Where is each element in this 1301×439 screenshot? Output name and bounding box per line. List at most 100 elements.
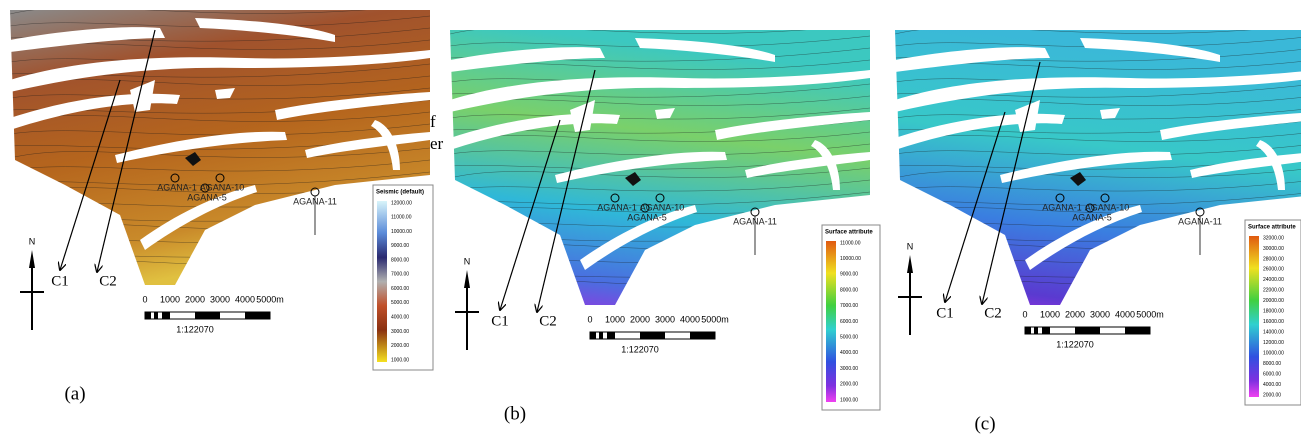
legend-label: 4000.00 — [840, 350, 858, 356]
legend-label: 8000.00 — [1263, 361, 1281, 367]
contour-line — [450, 276, 870, 286]
legend-title: Seismic (default) — [376, 190, 424, 196]
scale-tick-label: 0 — [1022, 309, 1027, 319]
legend-label: 10000.00 — [391, 229, 412, 235]
scale-bar-segment — [690, 332, 715, 339]
well-label: AGANA-1 — [157, 182, 197, 192]
scale-tick-label: 4000 — [1115, 309, 1135, 319]
panel-label: (a) — [64, 383, 85, 404]
north-arrow — [464, 270, 470, 350]
map — [10, 4, 430, 285]
scale-tick-label: 4000 — [235, 294, 255, 304]
scale-ratio: 1:122070 — [621, 344, 659, 354]
scale-bar-segment — [599, 332, 603, 339]
legend-label: 4000.00 — [391, 315, 409, 321]
legend-label: 11000.00 — [391, 215, 412, 221]
map — [895, 24, 1301, 305]
legend-label: 10000.00 — [1263, 350, 1284, 356]
legend-label: 7000.00 — [391, 272, 409, 278]
legend-label: 3000.00 — [840, 366, 858, 372]
legend-label: 8000.00 — [840, 287, 858, 293]
scale-tick-label: 5000m — [1136, 309, 1164, 319]
scale-tick-label: 1000 — [1040, 309, 1060, 319]
scale-tick-label: 3000 — [655, 314, 675, 324]
scale-bar-segment — [195, 312, 220, 319]
legend-label: 6000.00 — [391, 286, 409, 292]
well-label: AGANA-10 — [1085, 202, 1130, 212]
legend-label: 26000.00 — [1263, 267, 1284, 273]
scale-ratio: 1:122070 — [176, 324, 214, 334]
north-label: N — [464, 256, 471, 266]
scale-bar-segment — [640, 332, 665, 339]
legend-label: 1000.00 — [391, 357, 409, 363]
legend-label: 12000.00 — [391, 200, 412, 206]
scale-bar-segment — [154, 312, 158, 319]
legend-label: 3000.00 — [391, 329, 409, 335]
legend-label: 32000.00 — [1263, 235, 1284, 241]
well-label: AGANA-10 — [200, 182, 245, 192]
scale-tick-label: 3000 — [210, 294, 230, 304]
legend-label: 28000.00 — [1263, 256, 1284, 262]
scale-bar-segment — [1075, 327, 1100, 334]
scale-bar-segment — [1042, 327, 1050, 334]
legend-title: Surface attribute — [1248, 225, 1296, 231]
text-fragment: f — [430, 112, 436, 131]
legend-label: 5000.00 — [391, 300, 409, 306]
scale-bar-segment — [1125, 327, 1150, 334]
legend-colorbar — [377, 201, 387, 362]
legend-label: 6000.00 — [840, 319, 858, 325]
well-label: AGANA-10 — [640, 202, 685, 212]
panel-label: (b) — [504, 403, 526, 424]
section-label: C1 — [936, 305, 954, 321]
well-label: AGANA-1 — [1042, 202, 1082, 212]
legend-label: 2000.00 — [840, 382, 858, 388]
legend-label: 22000.00 — [1263, 288, 1284, 294]
legend-colorbar — [826, 241, 836, 402]
legend-title: Surface attribute — [825, 230, 873, 236]
legend-label: 1000.00 — [840, 397, 858, 403]
contour-line — [10, 244, 430, 257]
legend-label: 20000.00 — [1263, 298, 1284, 304]
legend-label: 8000.00 — [391, 257, 409, 263]
map — [450, 24, 870, 305]
legend-colorbar — [1249, 236, 1259, 397]
scale-bar-segment — [1025, 327, 1031, 334]
scale-bar-segment — [590, 332, 596, 339]
legend-label: 14000.00 — [1263, 330, 1284, 336]
scale-tick-label: 2000 — [630, 314, 650, 324]
legend-label: 10000.00 — [840, 256, 861, 262]
legend-label: 9000.00 — [391, 243, 409, 249]
well-label: AGANA-5 — [187, 192, 227, 202]
contour-line — [450, 252, 870, 263]
legend-label: 2000.00 — [1263, 392, 1281, 398]
scale-bar-segment — [162, 312, 170, 319]
scale-tick-label: 1000 — [605, 314, 625, 324]
scale-tick-label: 2000 — [1065, 309, 1085, 319]
legend-label: 2000.00 — [391, 343, 409, 349]
north-label: N — [29, 236, 36, 246]
contour-line — [895, 276, 1301, 286]
legend-label: 6000.00 — [1263, 371, 1281, 377]
scale-bar-segment — [245, 312, 270, 319]
scale-tick-label: 3000 — [1090, 309, 1110, 319]
section-label: C1 — [491, 313, 509, 329]
scale-tick-label: 1000 — [160, 294, 180, 304]
legend-label: 9000.00 — [840, 272, 858, 278]
contour-line — [10, 232, 430, 243]
legend-label: 30000.00 — [1263, 246, 1284, 252]
legend-label: 5000.00 — [840, 335, 858, 341]
scale-bar-segment — [1034, 327, 1038, 334]
scale-tick-label: 4000 — [680, 314, 700, 324]
section-label: C2 — [539, 313, 557, 329]
north-label: N — [907, 241, 914, 251]
legend-label: 4000.00 — [1263, 382, 1281, 388]
north-arrow — [907, 255, 913, 335]
well-label: AGANA-5 — [1072, 212, 1112, 222]
panel-label: (c) — [974, 413, 995, 434]
scale-tick-label: 5000m — [256, 294, 284, 304]
section-label: C2 — [99, 273, 117, 289]
scale-bar-segment — [607, 332, 615, 339]
